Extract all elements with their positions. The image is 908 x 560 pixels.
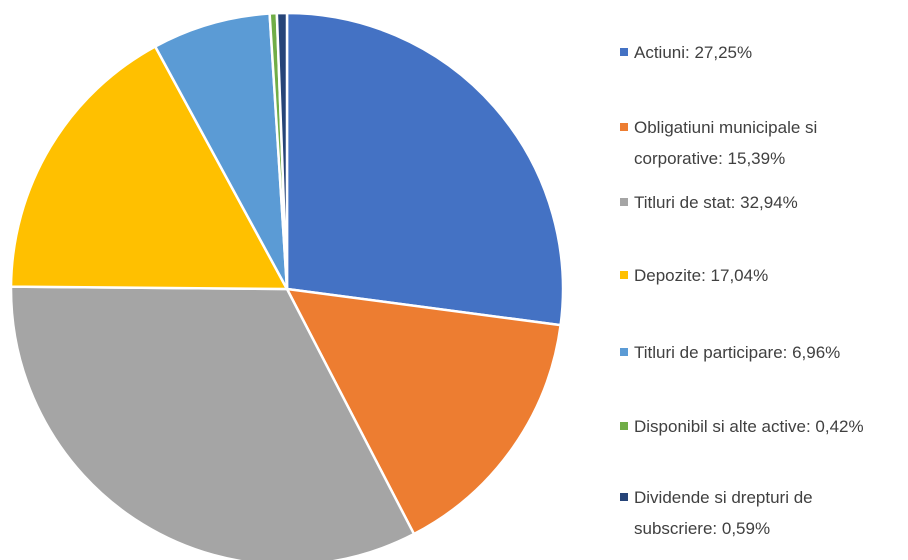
legend-label: Obligatiuni municipale si corporative: 1…	[634, 118, 818, 168]
legend-label: Dividende si drepturi de subscriere: 0,5…	[634, 488, 813, 538]
legend-swatch	[620, 348, 628, 356]
pie-slice	[9, 285, 416, 560]
legend-swatch	[620, 493, 628, 501]
legend-swatch	[620, 271, 628, 279]
legend-swatch	[620, 198, 628, 206]
legend-item: Actiuni: 27,25%	[620, 37, 892, 68]
legend-item: Titluri de participare: 6,96%	[620, 337, 892, 368]
legend-swatch	[620, 48, 628, 56]
legend-item: Disponibil si alte active: 0,42%	[620, 411, 892, 442]
legend-item: Titluri de stat: 32,94%	[620, 187, 892, 218]
pie-slice	[153, 12, 289, 290]
legend-item: Dividende si drepturi de subscriere: 0,5…	[620, 482, 892, 544]
legend-item: Depozite: 17,04%	[620, 260, 892, 291]
pie-slice	[275, 11, 289, 290]
pie-slice	[285, 11, 565, 327]
legend-label: Titluri de stat: 32,94%	[634, 193, 798, 212]
legend-swatch	[620, 422, 628, 430]
legend-item: Obligatiuni municipale si corporative: 1…	[620, 112, 892, 174]
legend-swatch	[620, 123, 628, 131]
legend-label: Disponibil si alte active: 0,42%	[634, 417, 864, 436]
legend-label: Titluri de participare: 6,96%	[634, 343, 841, 362]
pie-slice	[9, 44, 290, 291]
chart	[9, 11, 565, 560]
legend-label: Actiuni: 27,25%	[634, 43, 753, 62]
pie-slice	[284, 287, 563, 536]
legend-label: Depozite: 17,04%	[634, 266, 769, 285]
